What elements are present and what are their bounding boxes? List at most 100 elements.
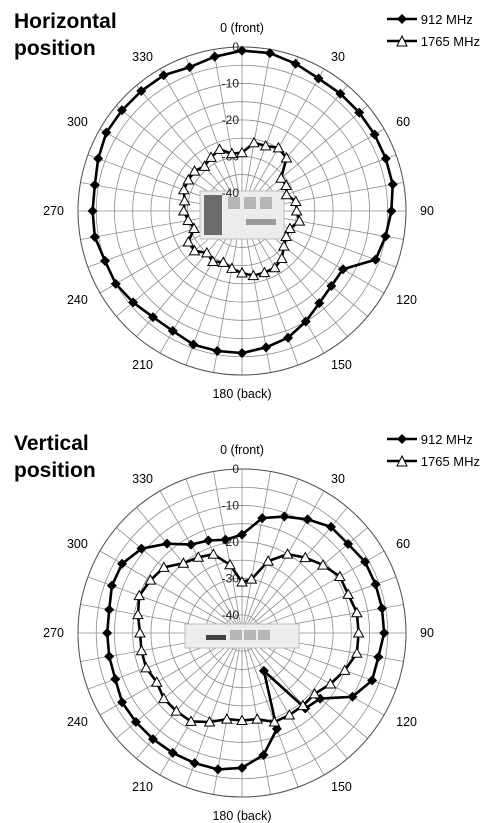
legend-diamond-marker [386, 14, 417, 24]
data-point-diamond [313, 73, 324, 84]
data-point-diamond [379, 628, 390, 638]
data-point-diamond [347, 691, 358, 702]
data-point-diamond [283, 332, 294, 343]
legend-triangle-marker [386, 34, 417, 47]
angle-label: 150 [331, 780, 352, 794]
data-point-diamond [110, 674, 121, 685]
data-point-diamond [185, 539, 196, 550]
data-point-diamond [87, 206, 98, 216]
data-point-triangle [201, 246, 213, 258]
data-point-triangle [185, 715, 197, 726]
data-point-diamond [354, 107, 365, 118]
grid-spoke [241, 49, 271, 212]
data-point-diamond [102, 628, 113, 638]
grid-spoke [213, 49, 243, 212]
data-point-triangle [281, 548, 294, 559]
grid-spoke [159, 68, 243, 212]
angle-label: 30 [331, 472, 345, 486]
data-point-diamond [237, 348, 247, 359]
angle-label: 210 [132, 358, 153, 372]
device-photo [184, 623, 300, 649]
data-point-triangle [338, 664, 351, 675]
data-point-diamond [110, 278, 121, 289]
data-point-triangle [248, 136, 260, 148]
data-point-triangle [352, 626, 365, 638]
data-point-diamond [212, 764, 223, 775]
series-912-mhz [102, 511, 390, 775]
data-point-diamond [343, 538, 354, 549]
angle-label: 300 [67, 115, 88, 129]
grid-spoke [241, 632, 368, 739]
data-point-diamond [237, 762, 247, 773]
data-point-diamond [271, 723, 282, 734]
series-1765-mhz [132, 548, 365, 727]
data-point-triangle [188, 165, 201, 176]
legend-label-1765: 1765 MHz [420, 453, 480, 469]
chart-title: Horizontal position [14, 10, 117, 60]
data-point-diamond [387, 179, 398, 190]
data-point-triangle [217, 256, 230, 267]
legend-triangle-marker [386, 454, 417, 467]
angle-label: 150 [331, 358, 352, 372]
data-point-triangle [351, 647, 363, 658]
data-point-triangle [135, 644, 148, 656]
angle-label: 120 [396, 715, 417, 729]
grid-spoke [241, 550, 385, 634]
data-point-triangle [188, 244, 201, 256]
data-point-diamond [279, 511, 290, 522]
data-point-triangle [258, 266, 271, 278]
data-point-triangle [289, 195, 302, 207]
data-point-triangle [324, 677, 337, 689]
angle-label: 60 [396, 537, 410, 551]
data-point-diamond [373, 652, 384, 663]
data-point-diamond [106, 580, 117, 591]
data-point-triangle [134, 626, 146, 638]
data-point-triangle [182, 173, 195, 185]
grid-spoke [241, 490, 325, 634]
data-point-diamond [290, 58, 301, 69]
data-point-triangle [272, 141, 285, 153]
data-point-triangle [280, 151, 293, 163]
data-point-triangle [177, 183, 190, 195]
data-point-diamond [209, 51, 220, 62]
data-point-triangle [333, 570, 346, 582]
legend-item-1765: 1765 MHz [385, 450, 480, 472]
data-point-triangle [268, 261, 281, 273]
data-point-triangle [280, 188, 293, 200]
data-point-triangle [236, 575, 248, 587]
data-point-diamond [220, 534, 231, 545]
angle-label: 120 [396, 293, 417, 307]
data-point-diamond [302, 514, 313, 525]
data-point-triangle [236, 714, 248, 725]
data-point-triangle [280, 230, 293, 242]
grid-spoke [241, 632, 348, 759]
data-point-diamond [167, 325, 178, 336]
data-point-triangle [284, 222, 296, 233]
angle-label: 270 [43, 204, 64, 218]
legend-label-1765: 1765 MHz [420, 33, 480, 49]
data-point-triangle [224, 558, 236, 570]
legend-item-912: 912 MHz [385, 8, 480, 30]
radial-tick-label: -40 [222, 608, 240, 622]
data-point-triangle [290, 204, 303, 216]
data-point-diamond [360, 556, 371, 567]
data-point-diamond [367, 675, 378, 686]
data-point-triangle [245, 573, 258, 584]
grid-spoke [241, 68, 325, 212]
data-point-triangle [213, 143, 226, 154]
data-point-diamond [264, 48, 275, 59]
data-point-diamond [104, 651, 115, 662]
grid-spoke [136, 507, 243, 634]
radial-tick-label: 0 [232, 462, 239, 476]
data-point-diamond [116, 105, 127, 116]
data-point-triangle [262, 555, 275, 566]
radial-tick-label: 0 [232, 40, 239, 54]
angle-label: 180 (back) [212, 387, 271, 401]
data-point-diamond [117, 558, 128, 569]
angle-label: 300 [67, 537, 88, 551]
grid-spoke [241, 478, 299, 634]
angle-label: 210 [132, 780, 153, 794]
data-point-triangle [207, 548, 220, 559]
data-point-diamond [335, 88, 346, 99]
data-point-diamond [158, 70, 169, 81]
